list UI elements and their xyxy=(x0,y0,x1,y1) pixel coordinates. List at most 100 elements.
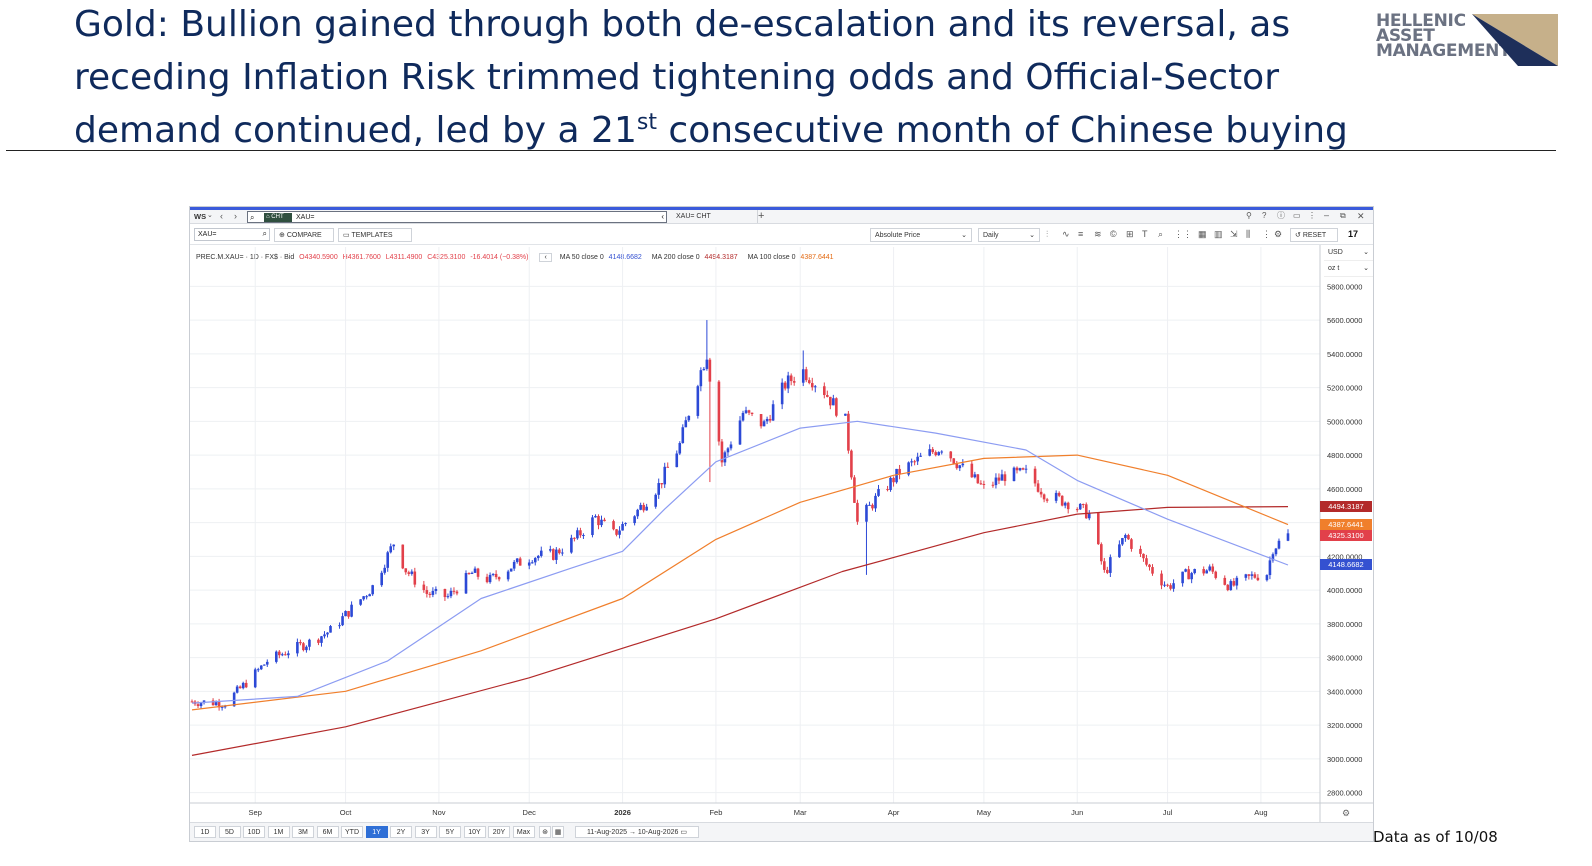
candle-body xyxy=(636,509,639,517)
period-button-1d[interactable]: 1D xyxy=(194,826,216,838)
candle-body xyxy=(762,421,766,427)
period-button-5d[interactable]: 5D xyxy=(218,826,241,838)
currency-select[interactable]: USD ⌄ xyxy=(1324,246,1373,261)
candle-body xyxy=(1163,584,1166,586)
search-icon: ⌕ xyxy=(250,213,255,222)
columns-icon[interactable]: ▥ xyxy=(1214,229,1223,239)
timezone-icon[interactable]: ⊛ xyxy=(539,826,551,838)
price-chart[interactable]: 2800.0000 3000.0000 3200.0000 3400.0000 3600… xyxy=(190,207,1373,841)
more-menu-icon[interactable]: ⋮ xyxy=(1308,211,1316,220)
period-button-ytd[interactable]: YTD xyxy=(341,826,363,838)
period-button-6m[interactable]: 6M xyxy=(316,826,339,838)
candle-body xyxy=(281,654,284,656)
y-tick-label: 3200.0000 xyxy=(1327,721,1362,730)
templates-button[interactable]: ▭ TEMPLATES xyxy=(338,228,412,242)
candle-body xyxy=(1130,539,1133,549)
candlestick-icon[interactable]: ⫶ xyxy=(1046,229,1049,239)
overlay-icon[interactable]: ≋ xyxy=(1094,229,1102,239)
candle-body xyxy=(223,706,227,708)
close-search-icon[interactable]: ‹ xyxy=(661,212,664,221)
candle-body xyxy=(1075,509,1079,511)
candle-body xyxy=(320,636,323,643)
candle-body xyxy=(1208,566,1212,571)
workspace-label[interactable]: WS xyxy=(194,212,207,221)
price-mode-select[interactable]: Absolute Price ⌄ xyxy=(870,228,972,242)
slide-title: Gold: Bullion gained through both de-esc… xyxy=(74,0,1364,157)
period-button-20y[interactable]: 20Y xyxy=(488,826,510,838)
grid-icon[interactable]: ⋮⋮ xyxy=(1174,229,1192,239)
candle-body xyxy=(1100,544,1103,562)
period-button-3y[interactable]: 3Y xyxy=(414,826,437,838)
period-button-1m[interactable]: 1M xyxy=(267,826,290,838)
period-button-max[interactable]: Max xyxy=(512,826,535,838)
more-menu-icon[interactable]: ⋮ xyxy=(1262,229,1271,239)
collapse-legend-button[interactable]: ‹ xyxy=(539,253,552,262)
help-icon[interactable]: ? xyxy=(1262,211,1267,220)
search-input[interactable]: XAU= xyxy=(296,214,315,221)
candle-body xyxy=(217,702,221,708)
candle-body xyxy=(533,558,537,563)
link-icon[interactable]: ⚲ xyxy=(1246,211,1252,220)
candle-body xyxy=(190,701,194,703)
chart-type-icon[interactable]: ⫼ xyxy=(1246,229,1251,239)
settings-icon[interactable]: ⚙ xyxy=(1274,229,1283,239)
layout-icon[interactable]: ▭ xyxy=(1293,211,1301,220)
candle-body xyxy=(302,643,305,651)
candle-body xyxy=(970,463,974,478)
legend-ma50-value: 4148.6682 xyxy=(608,254,642,261)
forward-arrow-icon[interactable]: › xyxy=(234,211,237,221)
period-button-10d[interactable]: 10D xyxy=(243,826,265,838)
candle-body xyxy=(1012,467,1016,482)
candle-body xyxy=(512,561,516,569)
text-tool-icon[interactable]: T xyxy=(1142,229,1148,239)
calendar-icon[interactable]: ⊞ xyxy=(1126,229,1134,239)
logo-mark-icon xyxy=(1472,14,1558,66)
table-icon[interactable]: ▦ xyxy=(1198,229,1207,239)
table-view-icon[interactable]: ▦ xyxy=(552,826,564,838)
candle-body xyxy=(621,523,624,531)
currency-icon[interactable]: © xyxy=(1110,229,1117,239)
candle-body xyxy=(287,653,290,656)
period-button-1y[interactable]: 1Y xyxy=(365,826,388,838)
legend-ma200-value: 4494.3187 xyxy=(704,254,738,261)
candle-body xyxy=(455,591,459,594)
candle-body xyxy=(913,461,916,463)
info-icon[interactable]: ⓘ xyxy=(1277,211,1285,220)
restore-icon[interactable]: ⧉ xyxy=(1340,211,1346,220)
compare-button[interactable]: ⊕ COMPARE xyxy=(274,228,334,242)
x-tick-label: Jul xyxy=(1163,808,1173,817)
period-button-3m[interactable]: 3M xyxy=(292,826,314,838)
candle-body xyxy=(750,412,754,415)
indicator-icon[interactable]: ∿ xyxy=(1062,229,1070,239)
candle-body xyxy=(1205,570,1209,574)
export-icon[interactable]: ⇲ xyxy=(1230,229,1238,239)
candle-body xyxy=(278,651,281,656)
chevron-down-icon: ⌄ xyxy=(1363,265,1369,272)
x-tick-label: Sep xyxy=(249,808,262,817)
back-arrow-icon[interactable]: ‹ xyxy=(220,211,223,221)
candle-body xyxy=(1109,557,1112,573)
search-icon: ⌕ xyxy=(262,229,267,238)
period-button-5y[interactable]: 5Y xyxy=(439,826,461,838)
chevron-down-icon[interactable]: ⌄ xyxy=(207,212,213,219)
period-button-2y[interactable]: 2Y xyxy=(390,826,412,838)
command-search-bar[interactable]: ⌕ ⌂ CHT XAU= ‹ xyxy=(247,211,667,223)
interval-select[interactable]: Daily ⌄ xyxy=(978,228,1040,242)
candle-body xyxy=(235,686,239,693)
instrument-input[interactable]: XAU= ⌕ xyxy=(194,228,270,241)
add-tab-icon[interactable]: + xyxy=(758,210,765,222)
minimize-icon[interactable]: – xyxy=(1324,210,1330,220)
zoom-icon[interactable]: ⌕ xyxy=(1158,229,1164,239)
candle-body xyxy=(928,449,931,456)
unit-select[interactable]: oz t ⌄ xyxy=(1324,262,1373,277)
last-value-label-close: 4325.3100 xyxy=(1320,529,1372,541)
logo-line-2: ASSET xyxy=(1376,26,1435,46)
date-range-input[interactable]: 11-Aug-2025 → 10-Aug-2026 ▭ xyxy=(575,826,699,838)
tab-xau-chart[interactable]: XAU= CHT xyxy=(672,210,758,223)
reset-button[interactable]: ↺ RESET xyxy=(1290,228,1338,242)
candle-body xyxy=(1226,584,1230,591)
close-icon[interactable]: ✕ xyxy=(1357,211,1365,221)
candle-body xyxy=(425,590,429,594)
period-button-10y[interactable]: 10Y xyxy=(463,826,486,838)
bars-icon[interactable]: ≡ xyxy=(1078,229,1084,239)
